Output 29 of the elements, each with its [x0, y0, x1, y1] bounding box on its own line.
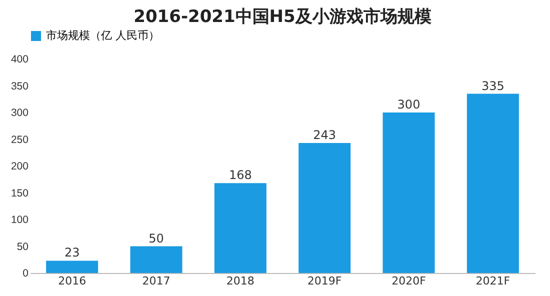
bar — [466, 94, 519, 273]
x-tick-label: 2021F — [476, 274, 510, 288]
y-tick-label: 250 — [10, 134, 29, 146]
data-label: 300 — [397, 98, 420, 112]
data-label: 50 — [148, 231, 164, 246]
data-label: 243 — [313, 128, 336, 142]
bar — [46, 260, 98, 273]
data-label: 335 — [481, 78, 504, 93]
y-tick-label: 50 — [16, 240, 29, 253]
x-tick-label: 2016 — [58, 274, 86, 288]
chart-title: 2016-2021中国H5及小游戏市场规模 — [134, 7, 432, 27]
bar — [214, 183, 266, 273]
y-tick-label: 0 — [22, 268, 29, 280]
data-label: 23 — [64, 246, 80, 260]
x-tick-label: 2020F — [392, 274, 426, 288]
x-tick-label: 2019F — [307, 274, 342, 288]
data-label: 168 — [228, 168, 252, 182]
bar — [298, 142, 351, 273]
y-tick-label: 350 — [10, 80, 29, 92]
bar — [130, 246, 182, 273]
y-tick-label: 300 — [10, 107, 29, 119]
bar — [382, 112, 435, 273]
legend-label: 市场规模（亿 人民币） — [46, 29, 160, 42]
y-tick-label: 200 — [10, 160, 29, 172]
y-tick-label: 100 — [10, 214, 29, 226]
y-tick-label: 150 — [10, 187, 29, 200]
y-tick-label: 400 — [10, 54, 29, 66]
x-tick-label: 2018 — [226, 274, 254, 288]
x-tick-label: 2017 — [142, 274, 170, 288]
